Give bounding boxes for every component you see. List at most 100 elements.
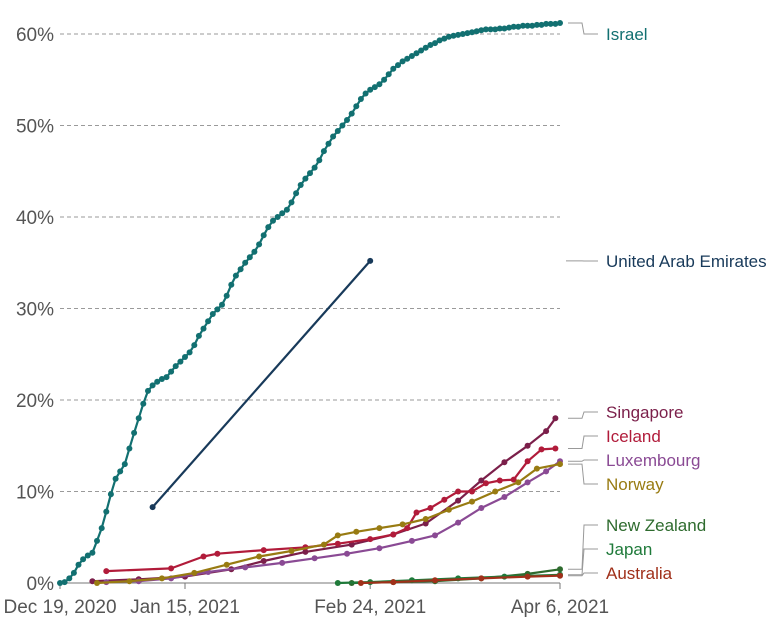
data-point [334,580,341,586]
data-point [288,548,295,554]
series-label: Singapore [606,403,684,422]
data-point [256,241,263,248]
data-point [515,479,522,486]
data-point [501,459,508,466]
series-label: New Zealand [606,516,706,535]
data-point [246,254,253,261]
label-leader [568,411,598,419]
data-point [524,22,531,29]
data-point [413,50,420,57]
data-point [121,461,128,468]
data-point [334,532,341,539]
data-point [459,31,466,37]
data-point [501,25,508,32]
data-point [445,33,452,40]
data-point [297,182,304,188]
x-tick-label: Apr 6, 2021 [511,597,609,618]
data-point [381,76,388,83]
data-point [450,32,457,39]
data-point [84,552,91,559]
data-point [316,157,323,164]
data-point [422,516,429,522]
data-point [242,259,249,266]
data-point [399,521,406,528]
data-point [538,21,545,28]
series-norway [94,461,563,586]
data-point [524,573,531,580]
data-point [390,531,397,538]
data-point [432,532,438,539]
data-point [191,342,198,349]
series-israel [57,20,563,586]
data-point [543,428,550,435]
data-point [126,445,133,452]
data-point [89,549,96,556]
data-point [154,378,161,385]
data-point [279,210,286,217]
data-point [140,400,147,407]
data-point [57,580,63,586]
data-point [103,568,110,575]
data-point [441,496,448,503]
data-point [103,508,110,515]
data-point [524,442,531,449]
data-point [557,461,563,468]
data-point [242,564,249,571]
data-point [455,488,462,495]
data-point [168,565,175,572]
x-tick-label: Dec 19, 2020 [3,597,116,618]
data-point [98,525,105,532]
data-point [353,528,360,535]
data-point [432,577,438,584]
data-point [320,541,327,548]
data-point [293,190,300,197]
data-point [135,415,142,422]
data-point [232,272,239,279]
data-point [311,164,318,171]
data-point [376,525,383,532]
data-point [390,65,397,72]
data-point [492,488,499,495]
data-point [473,28,480,35]
data-point [557,20,563,26]
data-point [260,558,267,564]
data-point [353,103,360,110]
data-point [279,559,286,566]
data-point [478,575,485,582]
data-point [274,214,281,220]
data-point [478,505,485,511]
data-point [168,368,175,375]
series-australia [357,572,563,586]
y-tick-label: 20% [16,391,54,412]
y-tick-label: 50% [16,117,54,138]
data-point [464,30,471,37]
series-label: United Arab Emirates [606,252,767,271]
data-point [533,465,540,472]
data-point [367,86,374,93]
y-tick-label: 60% [16,25,54,46]
data-point [557,572,563,579]
data-point [524,479,531,486]
data-point [408,537,415,544]
data-point [469,488,475,495]
data-point [404,55,411,62]
series-label: Iceland [606,427,661,446]
series-iceland [103,445,559,575]
data-point [376,545,383,552]
data-point [200,553,207,560]
data-point [94,537,100,544]
data-point [496,25,503,32]
data-point [131,429,138,436]
data-point [506,24,513,31]
data-point [145,387,151,394]
data-point [362,90,369,97]
data-point [501,494,508,500]
data-point [237,266,244,273]
data-point [320,148,327,155]
axes: 0% 10% 20% 30% 40% 50% 60% Dec 19, 2020 Jan 15, … [3,25,609,618]
data-point [547,20,554,27]
data-point [260,232,267,239]
data-point [557,566,563,573]
data-point [422,44,429,51]
